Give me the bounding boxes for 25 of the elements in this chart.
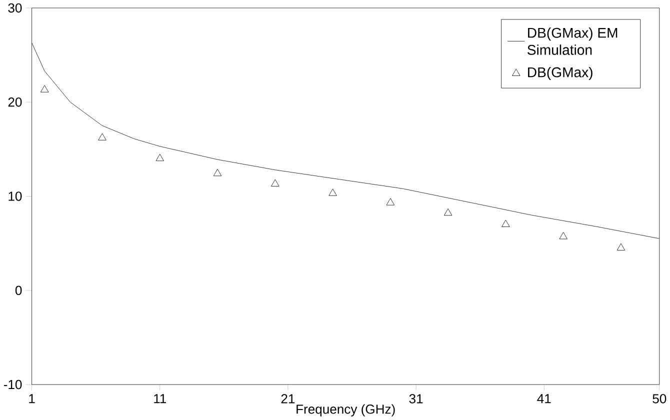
y-tick-label: -10 — [4, 380, 22, 390]
point — [328, 188, 337, 196]
x-tick-label: 11 — [154, 394, 166, 404]
point — [213, 169, 222, 176]
legend-label: DB(GMax) — [528, 67, 592, 80]
point — [616, 243, 626, 251]
y-tick-label: 30 — [8, 3, 22, 13]
x-tick-label: 1 — [29, 394, 35, 404]
x-tick-label: 21 — [281, 394, 295, 404]
x-tick-label: 50 — [652, 394, 666, 404]
point — [559, 232, 568, 240]
point — [386, 198, 395, 206]
point — [98, 133, 106, 140]
y-tick-label: 20 — [8, 98, 22, 107]
y-tick-label: 0 — [15, 286, 22, 296]
x-tick-label: 41 — [537, 394, 551, 404]
y-tick-label: 10 — [8, 192, 22, 201]
point — [40, 85, 49, 92]
point — [444, 208, 452, 216]
point — [271, 179, 280, 187]
x-axis-title: Frequency (GHz) — [296, 404, 395, 417]
legend-label: DB(GMax) EM Simulation — [528, 28, 618, 56]
x-tick-label: 31 — [409, 394, 423, 404]
point — [502, 220, 510, 228]
point — [156, 154, 164, 162]
